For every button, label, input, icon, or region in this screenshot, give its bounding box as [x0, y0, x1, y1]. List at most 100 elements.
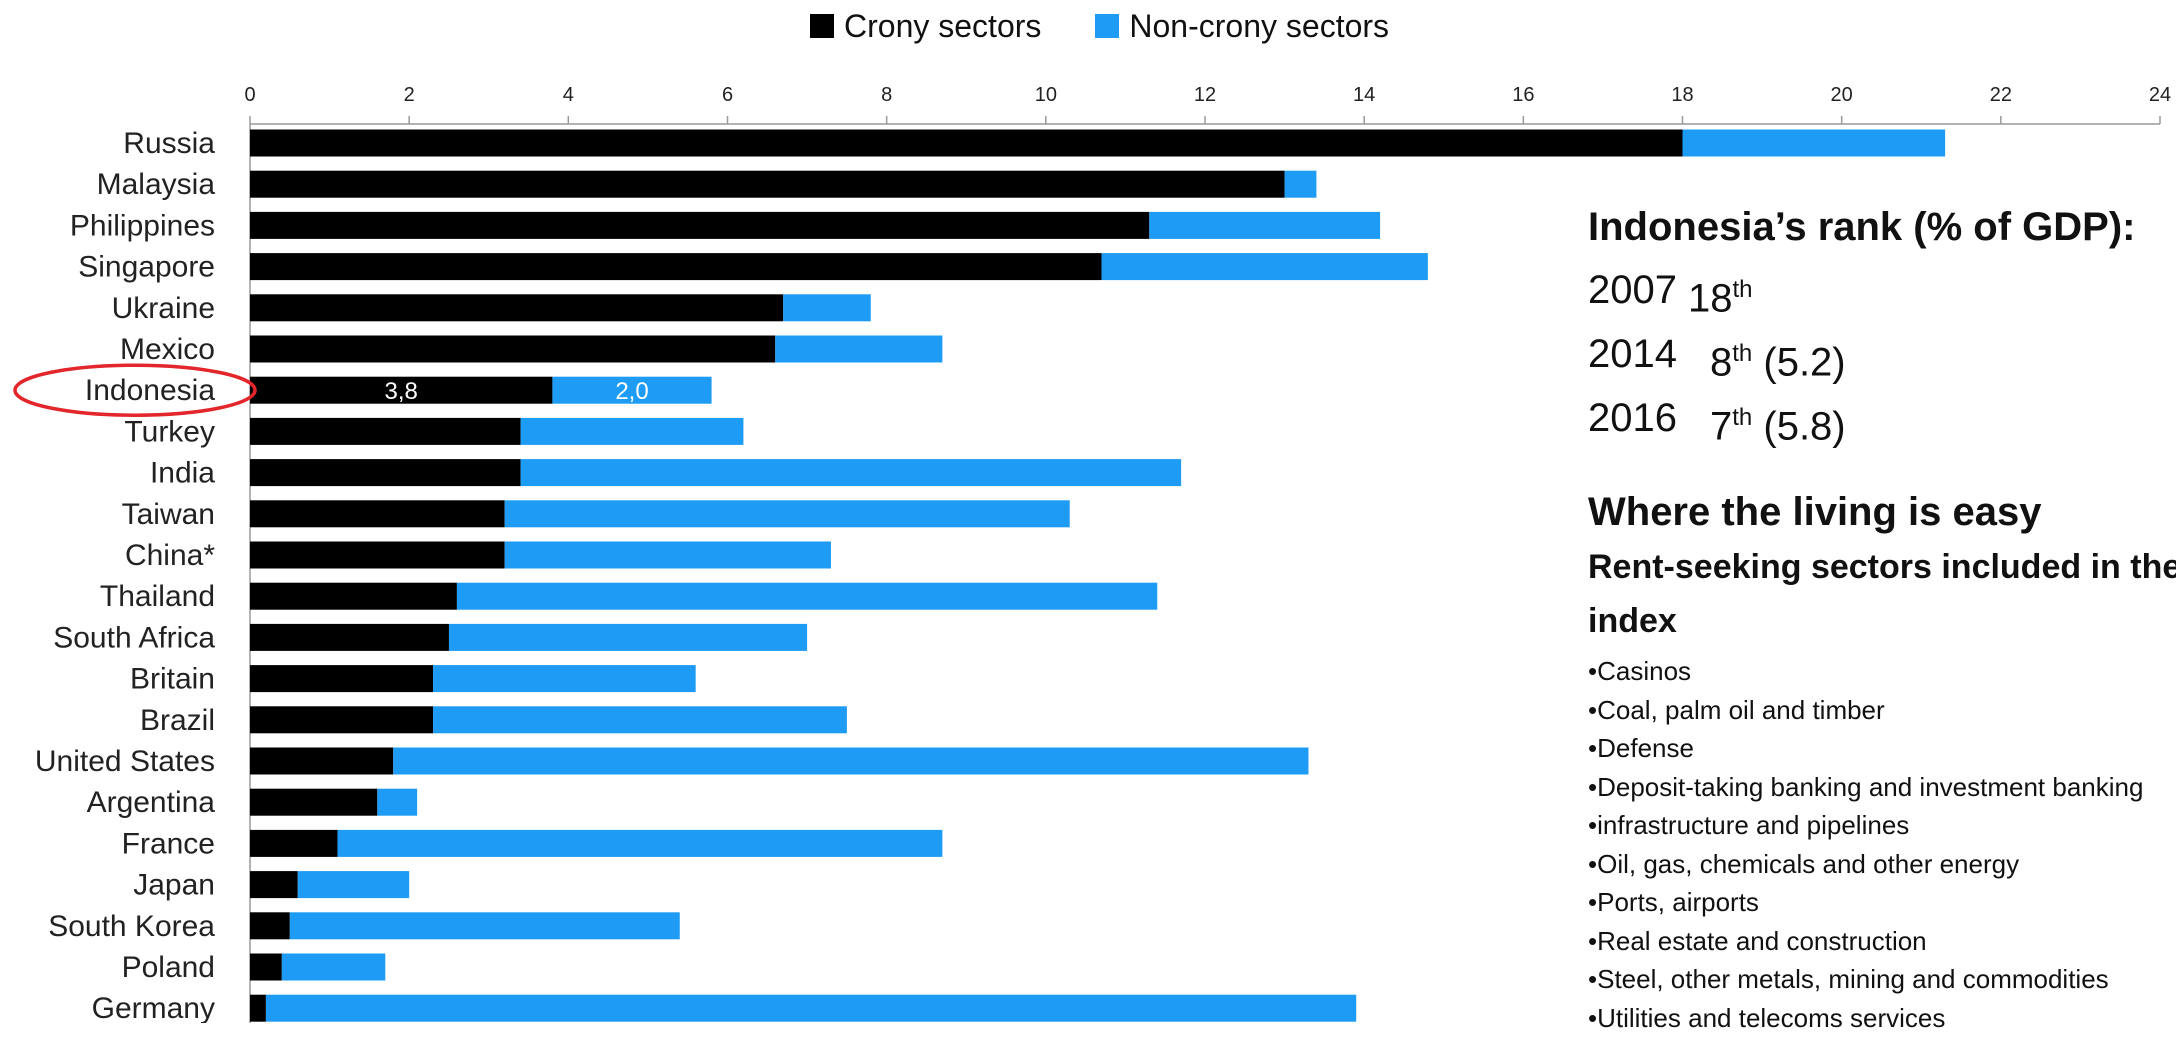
bar-non-crony: [282, 954, 385, 981]
category-label: Singapore: [78, 251, 215, 284]
rank-value: 8th (5.2): [1688, 322, 1846, 386]
bar-crony: [250, 665, 433, 692]
bar-non-crony: [505, 542, 831, 569]
rank-year: 2016: [1588, 386, 1688, 450]
category-label: South Africa: [53, 621, 215, 654]
bar-non-crony: [266, 995, 1356, 1022]
rank-extra: (5.8): [1752, 404, 1845, 448]
bar-non-crony: [457, 583, 1157, 610]
bar-non-crony: [433, 706, 847, 733]
easy-title: Where the living is easy: [1588, 484, 2176, 540]
category-label: Argentina: [87, 786, 216, 819]
bar-non-crony: [783, 294, 871, 321]
bar-non-crony: [377, 789, 417, 816]
bar-non-crony: [393, 748, 1308, 775]
category-label: South Korea: [48, 910, 215, 943]
bar-crony: [250, 624, 449, 651]
sectors-title: Rent-seeking sectors included in the ind…: [1588, 540, 2176, 648]
bar-non-crony: [505, 500, 1070, 527]
rank-row: 2007 18th: [1588, 258, 2176, 322]
category-label: Taiwan: [122, 498, 215, 531]
bar-non-crony: [1102, 253, 1428, 280]
x-tick-label: 14: [1353, 84, 1375, 106]
x-tick-label: 18: [1671, 84, 1693, 106]
sector-item: •Oil, gas, chemicals and other energy: [1588, 845, 2176, 884]
rank-value: 7th (5.8): [1688, 386, 1846, 450]
category-label: Poland: [122, 951, 215, 984]
x-tick-label: 22: [1990, 84, 2012, 106]
bar-crony: [250, 995, 266, 1022]
category-label: Philippines: [70, 209, 215, 242]
bar-crony: [250, 954, 282, 981]
bar-non-crony: [521, 459, 1182, 486]
legend-label-crony: Crony sectors: [844, 8, 1041, 45]
legend-swatch-crony: [810, 14, 834, 38]
x-tick-label: 4: [563, 84, 574, 106]
rank-suffix: th: [1732, 340, 1752, 367]
sector-item: •Steel, other metals, mining and commodi…: [1588, 960, 2176, 999]
x-tick-label: 20: [1831, 84, 1853, 106]
bar-non-crony: [1285, 171, 1317, 198]
bar-crony: [250, 459, 521, 486]
sector-item: •infrastructure and pipelines: [1588, 806, 2176, 845]
x-tick-label: 8: [881, 84, 892, 106]
x-tick-label: 16: [1512, 84, 1534, 106]
sector-item: •Real estate and construction: [1588, 922, 2176, 961]
x-tick-label: 10: [1035, 84, 1057, 106]
data-label: 2,0: [615, 378, 648, 405]
bar-non-crony: [521, 418, 744, 445]
sector-item: •Coal, palm oil and timber: [1588, 691, 2176, 730]
bar-non-crony: [290, 912, 680, 939]
rank-number: 18: [1688, 276, 1733, 320]
bar-crony: [250, 418, 521, 445]
legend-item-crony: Crony sectors: [810, 8, 1041, 45]
rank-number: 8: [1710, 340, 1732, 384]
bar-non-crony: [775, 336, 942, 363]
x-tick-label: 6: [722, 84, 733, 106]
x-tick-label: 12: [1194, 84, 1216, 106]
bar-crony: [250, 706, 433, 733]
bar-non-crony: [338, 830, 943, 857]
category-label: Mexico: [120, 333, 215, 366]
bar-crony: [250, 171, 1285, 198]
data-label: 3,8: [385, 378, 418, 405]
bar-crony: [250, 336, 775, 363]
sector-item: •Defense: [1588, 729, 2176, 768]
category-label: France: [122, 827, 215, 860]
bar-non-crony: [1149, 212, 1380, 239]
sector-item: •Casinos: [1588, 652, 2176, 691]
category-label: Brazil: [140, 704, 215, 737]
category-label: Ukraine: [112, 292, 215, 325]
side-panel: Indonesia’s rank (% of GDP): 2007 18th 2…: [1588, 205, 2176, 1037]
category-label: Japan: [133, 869, 215, 902]
rank-number: 7: [1710, 404, 1732, 448]
rank-suffix: th: [1733, 276, 1753, 303]
category-label: Thailand: [100, 580, 215, 613]
rank-extra: (5.2): [1752, 340, 1845, 384]
x-tick-label: 0: [244, 84, 255, 106]
category-label: Turkey: [124, 415, 215, 448]
bar-crony: [250, 212, 1149, 239]
bar-crony: [250, 130, 1683, 157]
category-label: China*: [125, 539, 215, 572]
bar-crony: [250, 294, 783, 321]
legend-item-non-crony: Non-crony sectors: [1095, 8, 1389, 45]
rank-title: Indonesia’s rank (% of GDP):: [1588, 205, 2176, 250]
category-label: India: [150, 457, 215, 490]
bar-crony: [250, 500, 505, 527]
bar-crony: [250, 253, 1102, 280]
bar-non-crony: [1683, 130, 1946, 157]
category-label: Germany: [92, 992, 215, 1023]
category-label: Britain: [130, 663, 215, 696]
bar-non-crony: [433, 665, 696, 692]
sector-item: •Utilities and telecoms services: [1588, 999, 2176, 1037]
category-label: Indonesia: [85, 374, 215, 407]
legend: Crony sectors Non-crony sectors: [810, 6, 1389, 46]
category-label: United States: [35, 745, 215, 778]
bar-non-crony: [298, 871, 409, 898]
bar-crony: [250, 789, 377, 816]
bar-crony: [250, 830, 338, 857]
x-tick-label: 2: [404, 84, 415, 106]
rank-row: 2014 8th (5.2): [1588, 322, 2176, 386]
rank-value: 18th: [1688, 258, 1753, 322]
